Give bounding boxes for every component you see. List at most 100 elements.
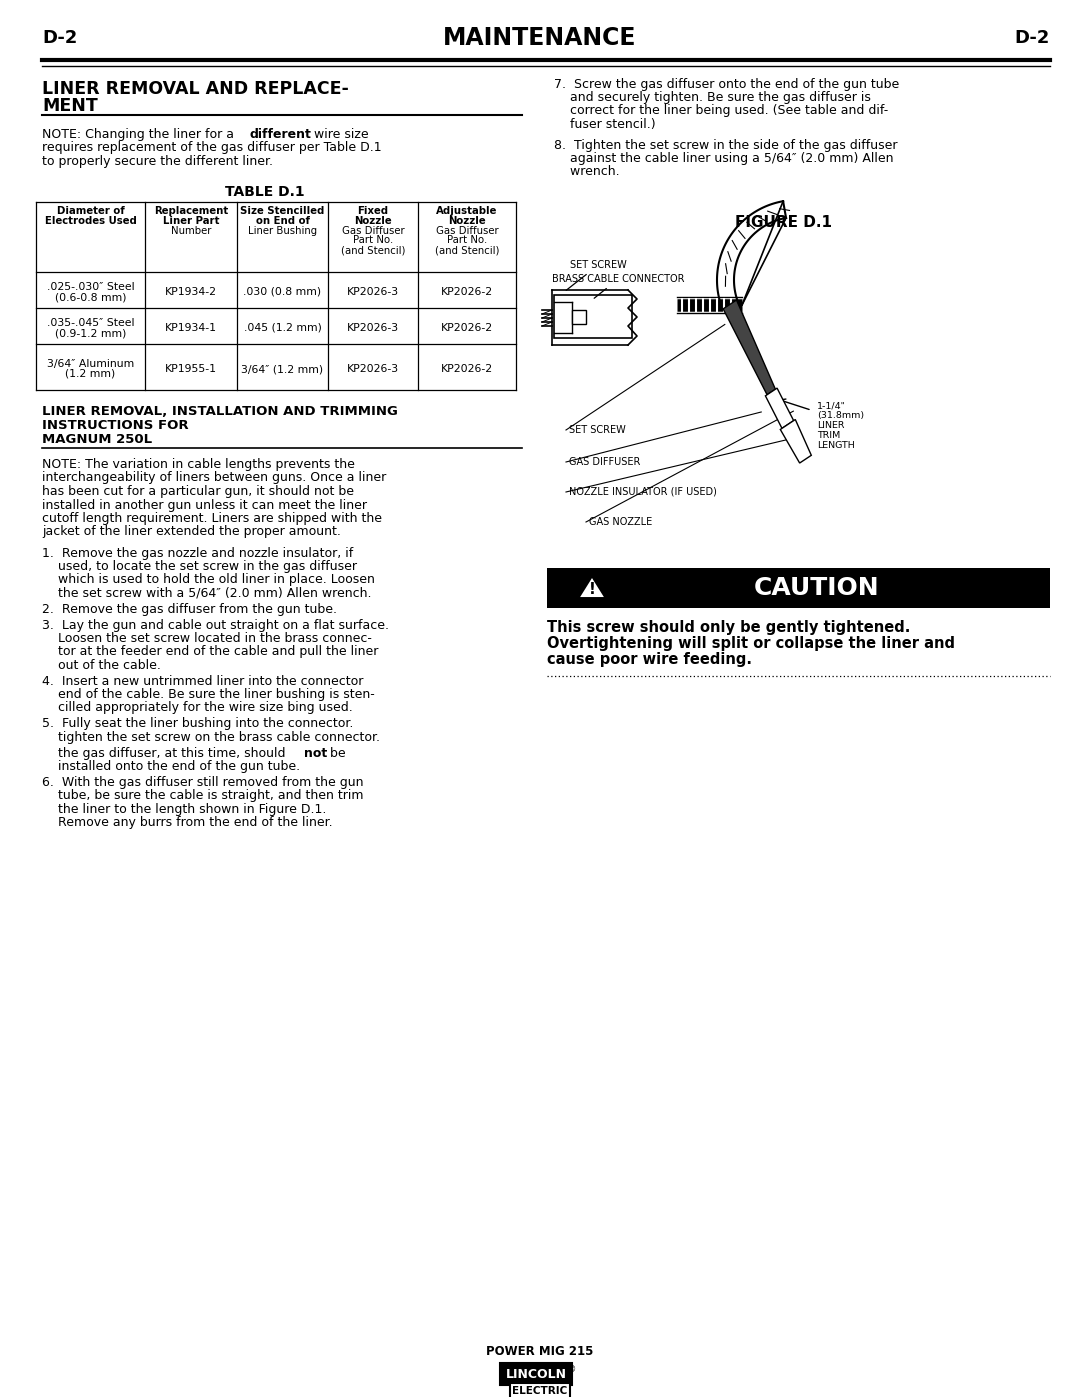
Text: This screw should only be gently tightened.: This screw should only be gently tighten… [546, 620, 910, 636]
Text: (31.8mm): (31.8mm) [816, 411, 864, 420]
Text: Nozzle: Nozzle [448, 215, 486, 226]
Text: KP2026-2: KP2026-2 [441, 323, 494, 332]
Text: KP1934-1: KP1934-1 [165, 323, 217, 332]
Text: LINER REMOVAL AND REPLACE-: LINER REMOVAL AND REPLACE- [42, 80, 349, 98]
Text: 6.  With the gas diffuser still removed from the gun: 6. With the gas diffuser still removed f… [42, 777, 364, 789]
Text: requires replacement of the gas diffuser per Table D.1: requires replacement of the gas diffuser… [42, 141, 381, 155]
Text: 5.  Fully seat the liner bushing into the connector.: 5. Fully seat the liner bushing into the… [42, 718, 353, 731]
Text: Part No.: Part No. [447, 236, 487, 246]
Text: 1.  Remove the gas nozzle and nozzle insulator, if: 1. Remove the gas nozzle and nozzle insu… [42, 548, 353, 560]
Text: KP2026-2: KP2026-2 [441, 365, 494, 374]
Text: against the cable liner using a 5/64″ (2.0 mm) Allen: against the cable liner using a 5/64″ (2… [554, 152, 893, 165]
Text: INSTRUCTIONS FOR: INSTRUCTIONS FOR [42, 419, 189, 432]
Text: 8.  Tighten the set screw in the side of the gas diffuser: 8. Tighten the set screw in the side of … [554, 138, 897, 152]
Text: Part No.: Part No. [353, 236, 393, 246]
Polygon shape [766, 388, 794, 429]
Text: which is used to hold the old liner in place. Loosen: which is used to hold the old liner in p… [42, 573, 375, 587]
Text: installed onto the end of the gun tube.: installed onto the end of the gun tube. [42, 760, 300, 773]
Text: (and Stencil): (and Stencil) [341, 246, 405, 256]
Text: installed in another gun unless it can meet the liner: installed in another gun unless it can m… [42, 499, 367, 511]
Text: D-2: D-2 [1014, 29, 1050, 47]
Text: Loosen the set screw located in the brass connec-: Loosen the set screw located in the bras… [42, 633, 372, 645]
Text: the liner to the length shown in Figure D.1.: the liner to the length shown in Figure … [42, 803, 326, 816]
Text: to properly secure the different liner.: to properly secure the different liner. [42, 155, 273, 168]
Text: CAUTION: CAUTION [754, 576, 879, 599]
Bar [546, 569, 1050, 608]
Text: SET SCREW: SET SCREW [566, 260, 626, 291]
Polygon shape [724, 300, 775, 395]
Text: Electrodes Used: Electrodes Used [44, 215, 136, 226]
Text: LINER REMOVAL, INSTALLATION AND TRIMMING: LINER REMOVAL, INSTALLATION AND TRIMMING [42, 405, 397, 418]
Text: 3/64″ (1.2 mm): 3/64″ (1.2 mm) [242, 365, 324, 374]
Text: GAS NOZZLE: GAS NOZZLE [589, 517, 652, 527]
Text: the set screw with a 5/64″ (2.0 mm) Allen wrench.: the set screw with a 5/64″ (2.0 mm) Alle… [42, 587, 372, 599]
Bar [554, 295, 632, 338]
Text: TRIM: TRIM [816, 432, 840, 440]
Text: and securely tighten. Be sure the gas diffuser is: and securely tighten. Be sure the gas di… [554, 91, 870, 105]
Text: Overtightening will split or collapse the liner and: Overtightening will split or collapse th… [546, 636, 955, 651]
Text: Adjustable: Adjustable [436, 205, 498, 217]
Text: MAINTENANCE: MAINTENANCE [443, 27, 637, 50]
Text: (0.6-0.8 mm): (0.6-0.8 mm) [55, 292, 126, 302]
Text: SET SCREW: SET SCREW [569, 425, 625, 434]
Text: interchangeability of liners between guns. Once a liner: interchangeability of liners between gun… [42, 472, 387, 485]
Text: KP2026-3: KP2026-3 [347, 365, 400, 374]
Text: MENT: MENT [42, 96, 98, 115]
Text: D-2: D-2 [42, 29, 78, 47]
Text: .030 (0.8 mm): .030 (0.8 mm) [243, 286, 322, 298]
Text: on End of: on End of [256, 215, 310, 226]
Text: 4.  Insert a new untrimmed liner into the connector: 4. Insert a new untrimmed liner into the… [42, 675, 363, 687]
Text: GAS DIFFUSER: GAS DIFFUSER [569, 457, 640, 467]
Text: NOTE: Changing the liner for a: NOTE: Changing the liner for a [42, 129, 238, 141]
Text: the gas diffuser, at this time, should: the gas diffuser, at this time, should [42, 747, 289, 760]
Text: not: not [303, 747, 327, 760]
Text: correct for the liner being used. (See table and dif-: correct for the liner being used. (See t… [554, 105, 888, 117]
Text: ®: ® [568, 1365, 576, 1375]
Text: TABLE D.1: TABLE D.1 [226, 184, 305, 198]
Text: tor at the feeder end of the cable and pull the liner: tor at the feeder end of the cable and p… [42, 645, 378, 658]
Text: out of the cable.: out of the cable. [42, 658, 161, 672]
Text: KP2026-3: KP2026-3 [347, 323, 400, 332]
Text: different: different [249, 129, 312, 141]
Bar [500, 1363, 572, 1384]
Text: NOZZLE INSULATOR (IF USED): NOZZLE INSULATOR (IF USED) [569, 488, 717, 497]
Text: ELECTRIC: ELECTRIC [512, 1386, 568, 1396]
Polygon shape [781, 419, 811, 462]
Text: FIGURE D.1: FIGURE D.1 [735, 215, 832, 231]
Text: LENGTH: LENGTH [816, 441, 854, 450]
Text: NOTE: The variation in cable lengths prevents the: NOTE: The variation in cable lengths pre… [42, 458, 355, 471]
Text: cause poor wire feeding.: cause poor wire feeding. [546, 652, 752, 666]
Text: has been cut for a particular gun, it should not be: has been cut for a particular gun, it sh… [42, 485, 354, 497]
Text: KP1955-1: KP1955-1 [165, 365, 217, 374]
Text: cilled appropriately for the wire size bing used.: cilled appropriately for the wire size b… [42, 701, 353, 714]
Text: (0.9-1.2 mm): (0.9-1.2 mm) [55, 328, 126, 338]
Text: cutoff length requirement. Liners are shipped with the: cutoff length requirement. Liners are sh… [42, 511, 382, 525]
Text: LINER: LINER [816, 422, 845, 430]
Text: .025-.030″ Steel: .025-.030″ Steel [46, 282, 134, 292]
Text: BRASS CABLE CONNECTOR: BRASS CABLE CONNECTOR [552, 274, 685, 299]
Text: .045 (1.2 mm): .045 (1.2 mm) [244, 323, 322, 332]
Text: 7.  Screw the gas diffuser onto the end of the gun tube: 7. Screw the gas diffuser onto the end o… [554, 78, 900, 91]
Text: Gas Diffuser: Gas Diffuser [341, 225, 404, 236]
Text: tube, be sure the cable is straight, and then trim: tube, be sure the cable is straight, and… [42, 789, 364, 802]
Text: fuser stencil.): fuser stencil.) [554, 117, 656, 130]
Text: KP1934-2: KP1934-2 [165, 286, 217, 298]
Text: be: be [326, 747, 346, 760]
Text: Number: Number [171, 225, 212, 236]
Bar [510, 1383, 570, 1397]
Polygon shape [582, 580, 602, 597]
Bar [572, 310, 586, 324]
Text: 3.  Lay the gun and cable out straight on a flat surface.: 3. Lay the gun and cable out straight on… [42, 619, 389, 631]
Text: Gas Diffuser: Gas Diffuser [435, 225, 498, 236]
Text: end of the cable. Be sure the liner bushing is sten-: end of the cable. Be sure the liner bush… [42, 687, 375, 701]
Text: POWER MIG 215: POWER MIG 215 [486, 1345, 594, 1358]
Text: Fixed: Fixed [357, 205, 389, 217]
Text: 2.  Remove the gas diffuser from the gun tube.: 2. Remove the gas diffuser from the gun … [42, 602, 337, 616]
Text: LINCOLN: LINCOLN [505, 1368, 567, 1380]
Text: MAGNUM 250L: MAGNUM 250L [42, 433, 152, 446]
Text: Remove any burrs from the end of the liner.: Remove any burrs from the end of the lin… [42, 816, 333, 828]
Text: Replacement: Replacement [153, 205, 228, 217]
Text: 1-1/4": 1-1/4" [816, 401, 846, 411]
Text: jacket of the liner extended the proper amount.: jacket of the liner extended the proper … [42, 525, 341, 538]
Text: Size Stencilled: Size Stencilled [241, 205, 325, 217]
